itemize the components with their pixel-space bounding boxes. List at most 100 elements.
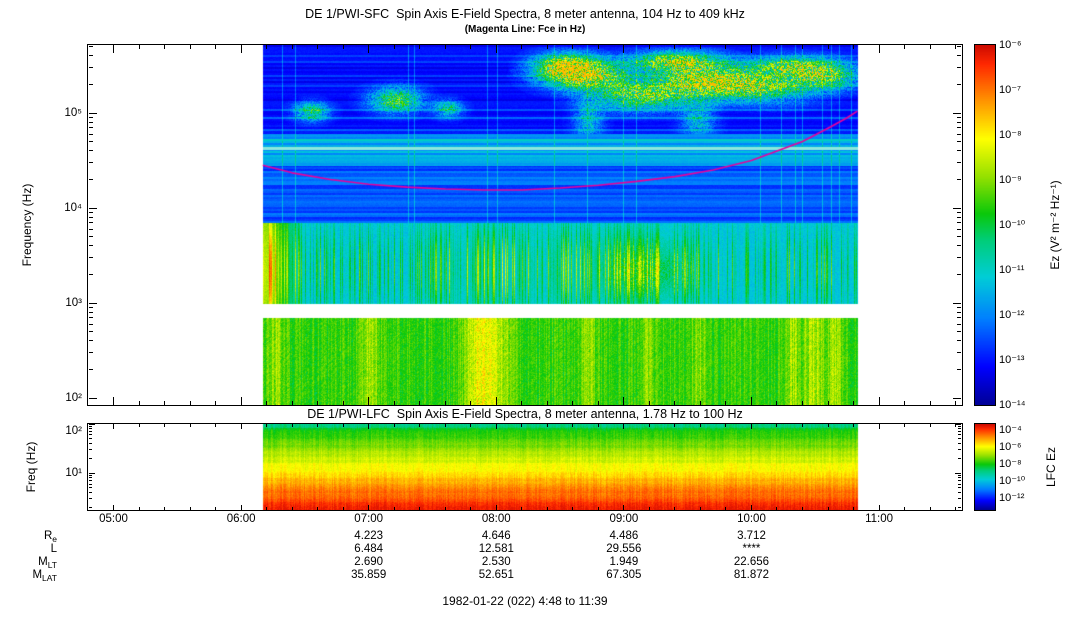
axis-tick [827, 507, 829, 510]
ephemeris-value: 35.859 [351, 569, 387, 581]
sfc-y-tick-label: 10⁴ [64, 202, 82, 214]
axis-tick [89, 127, 93, 129]
axis-tick [240, 397, 242, 405]
sfc-colorbar-tick-label: 10⁻⁶ [999, 39, 1022, 51]
axis-tick [853, 45, 855, 49]
axis-tick [89, 116, 93, 118]
axis-tick [957, 178, 961, 180]
axis-tick [929, 507, 931, 510]
axis-tick [444, 401, 446, 405]
axis-tick [802, 424, 803, 427]
axis-tick [89, 487, 92, 489]
axis-tick [113, 45, 115, 53]
sfc-colorbar-tick-label: 10⁻¹⁰ [999, 219, 1026, 231]
axis-tick [89, 236, 93, 238]
axis-tick [89, 352, 93, 354]
axis-tick [958, 474, 961, 476]
axis-tick [957, 228, 961, 230]
axis-tick [958, 428, 961, 430]
axis-tick [521, 507, 523, 510]
x-tick-label: 08:00 [481, 513, 511, 525]
ephemeris-row-label: L [7, 543, 57, 556]
axis-tick [89, 443, 92, 445]
axis-tick [957, 273, 961, 275]
axis-tick [89, 472, 95, 474]
axis-tick [958, 506, 961, 508]
ephemeris-value: 4.223 [354, 530, 384, 542]
sfc-colorbar-tick-label: 10⁻⁸ [999, 129, 1022, 141]
axis-tick [623, 505, 625, 510]
axis-tick [89, 477, 92, 479]
axis-tick [240, 424, 242, 429]
x-tick-label: 06:00 [226, 513, 256, 525]
sfc-colorbar-tick-label: 10⁻¹¹ [999, 264, 1025, 276]
ephemeris-row-label-main: L [50, 543, 57, 555]
axis-tick [957, 46, 961, 48]
axis-tick [957, 127, 961, 129]
axis-tick [623, 45, 625, 53]
axis-tick [444, 424, 446, 427]
ephemeris-value: 81.872 [733, 569, 770, 581]
axis-tick [89, 67, 93, 69]
axis-tick [317, 507, 319, 510]
x-tick-label: 10:00 [737, 513, 766, 525]
axis-tick [89, 438, 92, 440]
axis-tick [368, 397, 370, 405]
sfc-subtitle: (Magenta Line: Fce in Hz) [464, 24, 586, 35]
axis-tick [342, 424, 344, 427]
lfc-colorbar-tick-label: 10⁻¹⁰ [999, 475, 1026, 487]
axis-tick [597, 424, 599, 427]
ephemeris-value: 2.690 [354, 556, 384, 568]
axis-tick [189, 45, 191, 49]
axis-tick [164, 507, 166, 510]
ephemeris-value: 4.486 [609, 530, 639, 542]
axis-tick [291, 507, 293, 510]
axis-tick [955, 401, 957, 405]
axis-tick [572, 424, 574, 427]
axis-tick [138, 401, 140, 405]
axis-tick [929, 401, 931, 405]
axis-tick [699, 401, 701, 405]
axis-tick [623, 397, 625, 405]
axis-tick [853, 424, 855, 427]
axis-tick [470, 401, 472, 405]
sfc-spectrogram [88, 45, 962, 405]
axis-tick [215, 424, 217, 427]
axis-tick [572, 507, 574, 510]
lfc-colorbar-tick-label: 10⁻⁶ [999, 441, 1022, 453]
axis-tick [521, 424, 523, 427]
axis-tick [750, 45, 752, 53]
axis-tick [904, 45, 906, 49]
axis-tick [89, 323, 93, 325]
axis-tick [750, 505, 752, 510]
axis-tick [444, 45, 446, 49]
axis-tick [393, 401, 395, 405]
axis-tick [419, 45, 421, 49]
axis-tick [317, 424, 319, 427]
axis-tick [953, 207, 961, 209]
axis-tick [958, 438, 961, 440]
axis-tick [342, 45, 344, 49]
axis-tick [802, 401, 803, 405]
axis-tick [958, 457, 961, 459]
axis-tick [597, 45, 599, 49]
axis-tick [546, 401, 548, 405]
axis-tick [89, 498, 92, 500]
axis-tick [89, 150, 93, 152]
axis-tick [89, 273, 93, 275]
axis-tick [89, 302, 97, 304]
axis-tick [958, 487, 961, 489]
sfc-spectrogram-panel [87, 44, 963, 406]
axis-tick [342, 507, 344, 510]
axis-tick [266, 424, 268, 427]
axis-tick [648, 45, 650, 49]
axis-tick [368, 45, 370, 53]
axis-tick [958, 434, 961, 436]
axis-tick [853, 401, 855, 405]
axis-tick [89, 46, 93, 48]
axis-tick [291, 424, 293, 427]
axis-tick [958, 480, 961, 482]
sfc-colorbar-tick-label: 10⁻⁷ [999, 84, 1022, 96]
axis-tick [240, 45, 242, 53]
